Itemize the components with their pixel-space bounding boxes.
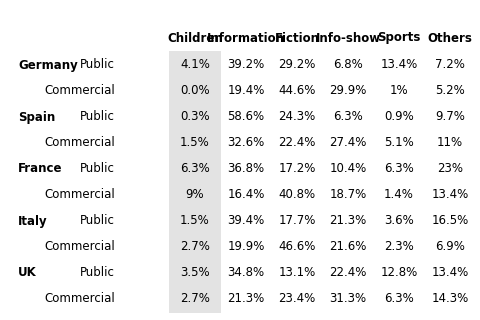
Text: 46.6%: 46.6% xyxy=(278,241,316,253)
Text: 32.6%: 32.6% xyxy=(228,137,264,149)
Text: 13.1%: 13.1% xyxy=(278,267,316,279)
Text: 22.4%: 22.4% xyxy=(329,267,367,279)
Text: 58.6%: 58.6% xyxy=(228,110,264,124)
Text: 9.7%: 9.7% xyxy=(435,110,465,124)
Text: Italy: Italy xyxy=(18,214,48,228)
Text: 12.8%: 12.8% xyxy=(380,267,418,279)
Text: 19.9%: 19.9% xyxy=(228,241,264,253)
Text: 5.1%: 5.1% xyxy=(384,137,414,149)
Text: 6.3%: 6.3% xyxy=(333,110,363,124)
Text: 10.4%: 10.4% xyxy=(329,163,367,175)
Text: 9%: 9% xyxy=(186,188,204,202)
Text: 36.8%: 36.8% xyxy=(228,163,264,175)
Text: 6.8%: 6.8% xyxy=(333,59,363,71)
Text: 24.3%: 24.3% xyxy=(278,110,316,124)
Text: France: France xyxy=(18,163,62,175)
Text: 16.4%: 16.4% xyxy=(228,188,264,202)
Text: 1.5%: 1.5% xyxy=(180,214,210,228)
Text: Public: Public xyxy=(80,110,115,124)
Bar xyxy=(169,51,221,313)
Text: 1.5%: 1.5% xyxy=(180,137,210,149)
Text: Info-show: Info-show xyxy=(315,31,381,44)
Text: Commercial: Commercial xyxy=(44,292,115,306)
Text: 0.0%: 0.0% xyxy=(180,84,210,98)
Text: 1.4%: 1.4% xyxy=(384,188,414,202)
Text: Information: Information xyxy=(207,31,285,44)
Text: 16.5%: 16.5% xyxy=(432,214,468,228)
Text: Commercial: Commercial xyxy=(44,188,115,202)
Text: 2.3%: 2.3% xyxy=(384,241,414,253)
Text: 5.2%: 5.2% xyxy=(435,84,465,98)
Text: Public: Public xyxy=(80,59,115,71)
Text: 3.6%: 3.6% xyxy=(384,214,414,228)
Text: 21.6%: 21.6% xyxy=(329,241,367,253)
Text: 7.2%: 7.2% xyxy=(435,59,465,71)
Text: 21.3%: 21.3% xyxy=(329,214,367,228)
Text: 44.6%: 44.6% xyxy=(278,84,316,98)
Text: 6.3%: 6.3% xyxy=(180,163,210,175)
Text: 31.3%: 31.3% xyxy=(329,292,367,306)
Text: 0.3%: 0.3% xyxy=(180,110,210,124)
Text: 6.3%: 6.3% xyxy=(384,163,414,175)
Text: 2.7%: 2.7% xyxy=(180,241,210,253)
Text: Others: Others xyxy=(428,31,472,44)
Text: 29.9%: 29.9% xyxy=(329,84,367,98)
Text: 23%: 23% xyxy=(437,163,463,175)
Text: Public: Public xyxy=(80,214,115,228)
Text: 13.4%: 13.4% xyxy=(380,59,418,71)
Text: 19.4%: 19.4% xyxy=(228,84,264,98)
Text: 6.9%: 6.9% xyxy=(435,241,465,253)
Text: Public: Public xyxy=(80,163,115,175)
Text: 3.5%: 3.5% xyxy=(180,267,210,279)
Text: 23.4%: 23.4% xyxy=(278,292,316,306)
Text: 14.3%: 14.3% xyxy=(432,292,468,306)
Text: Commercial: Commercial xyxy=(44,241,115,253)
Text: Spain: Spain xyxy=(18,110,55,124)
Text: Germany: Germany xyxy=(18,59,78,71)
Text: 22.4%: 22.4% xyxy=(278,137,316,149)
Text: 39.2%: 39.2% xyxy=(228,59,264,71)
Text: Commercial: Commercial xyxy=(44,137,115,149)
Text: 21.3%: 21.3% xyxy=(228,292,264,306)
Text: 11%: 11% xyxy=(437,137,463,149)
Text: Commercial: Commercial xyxy=(44,84,115,98)
Text: 17.7%: 17.7% xyxy=(278,214,316,228)
Text: 39.4%: 39.4% xyxy=(228,214,264,228)
Text: 0.9%: 0.9% xyxy=(384,110,414,124)
Text: 2.7%: 2.7% xyxy=(180,292,210,306)
Text: 6.3%: 6.3% xyxy=(384,292,414,306)
Text: 13.4%: 13.4% xyxy=(432,267,468,279)
Text: Fiction: Fiction xyxy=(275,31,320,44)
Text: 13.4%: 13.4% xyxy=(432,188,468,202)
Text: Public: Public xyxy=(80,267,115,279)
Text: 29.2%: 29.2% xyxy=(278,59,316,71)
Text: 17.2%: 17.2% xyxy=(278,163,316,175)
Text: 18.7%: 18.7% xyxy=(329,188,367,202)
Text: UK: UK xyxy=(18,267,37,279)
Text: 1%: 1% xyxy=(390,84,408,98)
Text: Children: Children xyxy=(167,31,223,44)
Text: Sports: Sports xyxy=(377,31,420,44)
Text: 4.1%: 4.1% xyxy=(180,59,210,71)
Text: 27.4%: 27.4% xyxy=(329,137,367,149)
Text: 40.8%: 40.8% xyxy=(278,188,315,202)
Text: 34.8%: 34.8% xyxy=(228,267,264,279)
